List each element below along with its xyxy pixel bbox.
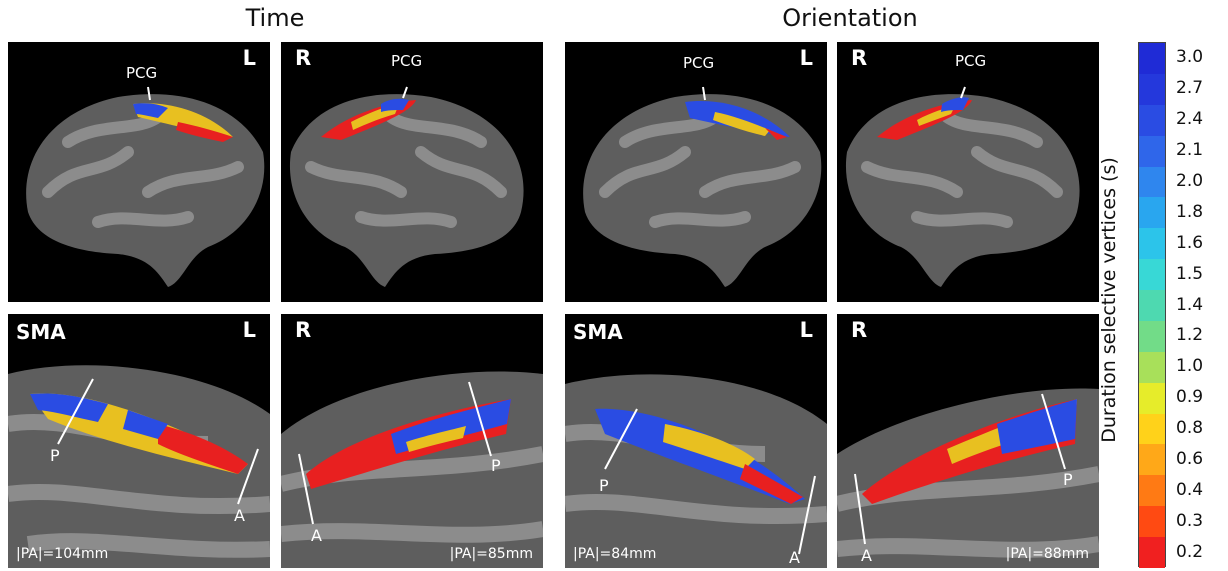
pa-length-orientation-right: |PA|=88mm <box>1005 546 1089 562</box>
panel-orientation-right-sma: R P A |PA|=88mm <box>837 314 1099 568</box>
colorbar-tick-label: 2.7 <box>1176 78 1204 99</box>
hemisphere-label-time-left-sma: L <box>242 318 256 342</box>
label-pcg-orientation-left: PCG <box>683 54 715 72</box>
label-pcg-time-right: PCG <box>391 52 423 70</box>
panel-orientation-right-whole: R PCG <box>837 42 1099 302</box>
colorbar-segment <box>1139 228 1165 260</box>
label-posterior-orientation-right: P <box>1063 470 1073 489</box>
sma-zoom-orientation-right <box>837 388 1099 568</box>
label-anterior-time-left: A <box>234 506 245 525</box>
colorbar-label: Duration selective vertices (s) <box>1098 157 1120 443</box>
colorbar-tick-label: 1.2 <box>1176 325 1204 346</box>
hemisphere-label-time-left: L <box>242 46 256 70</box>
colorbar-segment <box>1139 537 1165 568</box>
label-pcg-time-left: PCG <box>126 64 158 82</box>
label-anterior-time-right: A <box>311 526 322 545</box>
colorbar-tick-label: 1.6 <box>1176 232 1204 253</box>
colorbar-segment <box>1139 259 1165 290</box>
label-posterior-orientation-left: P <box>599 476 609 495</box>
colorbar-segment <box>1139 73 1165 105</box>
brain-surface-orientation-right <box>845 86 1080 287</box>
pa-length-orientation-left: |PA|=84mm <box>573 546 657 562</box>
label-anterior-orientation-left: A <box>789 548 800 567</box>
colorbar-tick-label: 1.5 <box>1176 263 1204 284</box>
brain-surface-time-left <box>26 86 265 287</box>
colorbar-tick-label: 2.1 <box>1176 140 1204 161</box>
column-title-orientation: Orientation <box>782 4 918 32</box>
colorbar-tick-label: 1.0 <box>1176 356 1204 377</box>
colorbar-tick-label: 1.8 <box>1176 201 1204 222</box>
colorbar-tick-label: 1.4 <box>1176 294 1204 315</box>
sma-zoom-orientation-left <box>565 374 827 568</box>
label-anterior-orientation-right: A <box>861 546 872 565</box>
hemisphere-label-time-right: R <box>295 46 312 70</box>
label-sma-orientation: SMA <box>573 320 623 344</box>
colorbar-segment <box>1139 43 1165 74</box>
colorbar-tick-label: 2.4 <box>1176 109 1204 130</box>
pa-length-time-left: |PA|=104mm <box>16 546 109 562</box>
colorbar-segment <box>1139 413 1165 445</box>
colorbar-segment <box>1139 444 1165 476</box>
hemisphere-label-orientation-left: L <box>799 46 813 70</box>
brain-surface-time-right <box>289 86 524 287</box>
column-title-time: Time <box>245 4 305 32</box>
label-posterior-time-right: P <box>491 456 501 475</box>
sma-zoom-time-right <box>281 371 543 568</box>
colorbar-tick-label: 2.0 <box>1176 170 1204 191</box>
colorbar-segment <box>1139 351 1165 383</box>
brain-surface-orientation-left <box>583 86 822 287</box>
panel-time-left-whole: PCG L <box>8 42 270 302</box>
hemisphere-label-orientation-right-sma: R <box>851 318 868 342</box>
colorbar-tick-label: 0.2 <box>1176 541 1204 562</box>
colorbar-tick-label: 0.6 <box>1176 448 1204 469</box>
colorbar-segment <box>1139 135 1165 167</box>
panel-time-left-sma: SMA L P A |PA|=104mm <box>8 314 270 568</box>
panel-orientation-left-whole: PCG L <box>565 42 827 302</box>
hemisphere-label-time-right-sma: R <box>295 318 312 342</box>
colorbar-segment <box>1139 320 1165 352</box>
label-posterior-time-left: P <box>50 446 60 465</box>
sma-zoom-time-left <box>8 365 270 568</box>
colorbar-segment <box>1139 166 1165 198</box>
hemisphere-label-orientation-right: R <box>851 46 868 70</box>
colorbar-tick-label: 3.0 <box>1176 47 1204 68</box>
colorbar-segment <box>1139 197 1165 229</box>
colorbar-tick-label: 0.9 <box>1176 387 1204 408</box>
colorbar <box>1138 42 1166 568</box>
hemisphere-label-orientation-left-sma: L <box>799 318 813 342</box>
colorbar-segment <box>1139 506 1165 537</box>
pa-length-time-right: |PA|=85mm <box>449 546 533 562</box>
colorbar-tick-label: 0.8 <box>1176 418 1204 439</box>
label-pcg-orientation-right: PCG <box>955 52 987 70</box>
colorbar-tick-label: 0.4 <box>1176 479 1204 500</box>
colorbar-segment <box>1139 104 1165 136</box>
panel-time-right-whole: R PCG <box>281 42 543 302</box>
colorbar-segment <box>1139 290 1165 321</box>
colorbar-segment <box>1139 382 1165 414</box>
label-sma-time: SMA <box>16 320 66 344</box>
colorbar-segment <box>1139 475 1165 507</box>
colorbar-tick-label: 0.3 <box>1176 510 1204 531</box>
panel-orientation-left-sma: SMA L P A |PA|=84mm <box>565 314 827 568</box>
panel-time-right-sma: R P A |PA|=85mm <box>281 314 543 568</box>
